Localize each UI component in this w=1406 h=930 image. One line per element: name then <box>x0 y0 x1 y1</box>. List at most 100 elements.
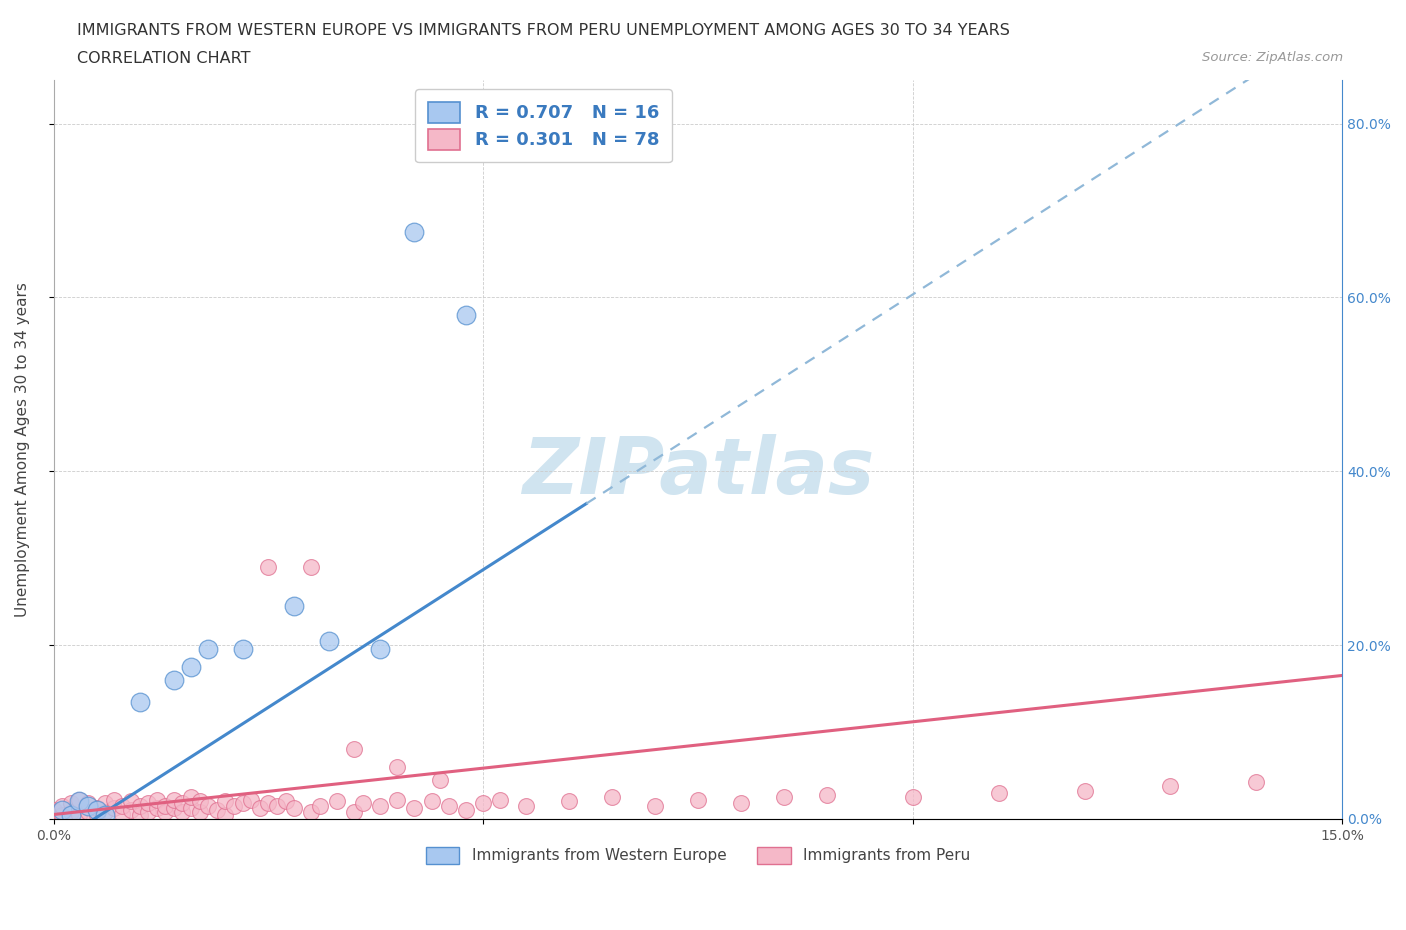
Point <box>155 804 177 819</box>
Point <box>59 804 82 819</box>
Point <box>283 599 305 614</box>
Point <box>901 790 924 804</box>
Point <box>773 790 796 804</box>
Point <box>257 796 280 811</box>
Point <box>111 798 134 813</box>
Point <box>343 804 366 819</box>
Point <box>172 804 194 819</box>
Point <box>197 798 219 813</box>
Point <box>558 794 581 809</box>
Point <box>387 759 409 774</box>
Point <box>437 798 460 813</box>
Point <box>1073 784 1095 799</box>
Point <box>257 559 280 574</box>
Point <box>283 801 305 816</box>
Point <box>188 794 211 809</box>
Point <box>163 801 186 816</box>
Point <box>644 798 666 813</box>
Point <box>94 796 117 811</box>
Text: ZIPatlas: ZIPatlas <box>522 433 875 510</box>
Point <box>454 803 477 817</box>
Point <box>103 801 125 816</box>
Point <box>368 642 391 657</box>
Point <box>51 798 73 813</box>
Point <box>420 794 443 809</box>
Point <box>51 803 73 817</box>
Point <box>86 807 108 822</box>
Point <box>128 807 150 822</box>
Point <box>86 803 108 817</box>
Point <box>163 792 186 807</box>
Point <box>1159 778 1181 793</box>
Point <box>232 642 254 657</box>
Point <box>180 790 202 804</box>
Point <box>163 672 186 687</box>
Point <box>815 787 838 802</box>
Legend: Immigrants from Western Europe, Immigrants from Peru: Immigrants from Western Europe, Immigran… <box>420 841 976 870</box>
Point <box>180 801 202 816</box>
Point <box>77 796 100 811</box>
Point <box>94 807 117 822</box>
Y-axis label: Unemployment Among Ages 30 to 34 years: Unemployment Among Ages 30 to 34 years <box>15 282 30 617</box>
Point <box>145 801 167 816</box>
Text: Source: ZipAtlas.com: Source: ZipAtlas.com <box>1202 51 1343 64</box>
Point <box>188 804 211 819</box>
Point <box>600 790 623 804</box>
Point <box>730 796 752 811</box>
Point <box>67 807 90 822</box>
Point <box>404 801 426 816</box>
Point <box>429 772 451 787</box>
Point <box>515 798 537 813</box>
Point <box>180 659 202 674</box>
Point <box>686 792 709 807</box>
Point <box>128 798 150 813</box>
Text: CORRELATION CHART: CORRELATION CHART <box>77 51 250 66</box>
Point <box>172 796 194 811</box>
Point <box>240 792 263 807</box>
Point <box>299 559 322 574</box>
Point <box>67 792 90 807</box>
Point <box>326 794 349 809</box>
Point <box>222 798 245 813</box>
Point <box>67 794 90 809</box>
Point <box>214 794 236 809</box>
Point <box>1246 775 1268 790</box>
Point <box>274 794 297 809</box>
Point <box>205 803 228 817</box>
Point <box>197 642 219 657</box>
Point <box>136 796 159 811</box>
Point <box>489 792 512 807</box>
Point <box>59 796 82 811</box>
Point <box>232 796 254 811</box>
Point <box>387 792 409 807</box>
Point <box>77 798 100 813</box>
Point <box>343 742 366 757</box>
Point <box>51 807 73 822</box>
Point <box>145 792 167 807</box>
Point <box>318 633 340 648</box>
Point <box>404 225 426 240</box>
Point <box>987 785 1010 800</box>
Point <box>120 794 142 809</box>
Point <box>454 307 477 322</box>
Point <box>103 792 125 807</box>
Point <box>94 804 117 819</box>
Point <box>120 803 142 817</box>
Point <box>309 798 332 813</box>
Point <box>352 796 374 811</box>
Point <box>42 803 65 817</box>
Point <box>155 798 177 813</box>
Point <box>128 694 150 709</box>
Point <box>86 801 108 816</box>
Point <box>368 798 391 813</box>
Point <box>249 801 271 816</box>
Point <box>299 804 322 819</box>
Point <box>77 804 100 819</box>
Text: IMMIGRANTS FROM WESTERN EUROPE VS IMMIGRANTS FROM PERU UNEMPLOYMENT AMONG AGES 3: IMMIGRANTS FROM WESTERN EUROPE VS IMMIGR… <box>77 23 1010 38</box>
Point <box>472 796 495 811</box>
Point <box>59 807 82 822</box>
Point <box>214 807 236 822</box>
Point <box>266 798 288 813</box>
Point <box>111 806 134 821</box>
Point <box>136 804 159 819</box>
